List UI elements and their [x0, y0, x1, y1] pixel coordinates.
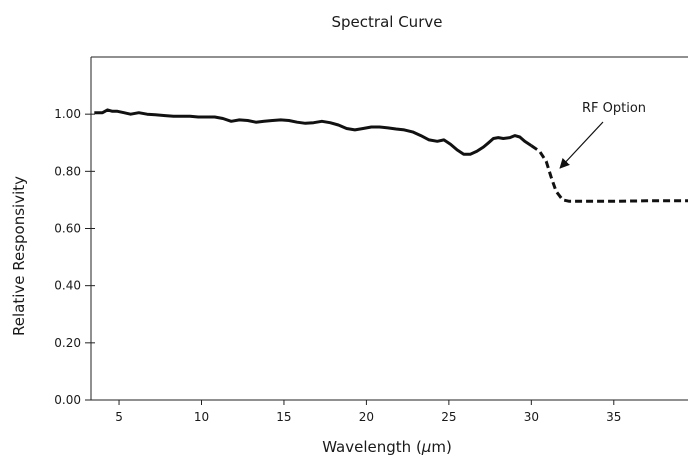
annotation-rf-option: RF Option: [582, 101, 646, 116]
x-tick-label: 5: [115, 410, 123, 424]
y-ticks: 0.00 0.20 0.40 0.60 0.80 1.00: [54, 107, 95, 407]
chart-title: Spectral Curve: [332, 13, 443, 31]
series-layer: [94, 108, 688, 203]
x-ticks: 5 10 15 20 25 30 35: [115, 400, 621, 424]
x-tick-label: 30: [524, 410, 539, 424]
series-line-rf-option: [530, 144, 688, 203]
y-tick-label: 1.00: [54, 107, 81, 121]
x-tick-label: 35: [606, 410, 621, 424]
y-tick-label: 0.20: [54, 336, 81, 350]
x-tick-label: 15: [276, 410, 291, 424]
y-tick-label: 0.00: [54, 393, 81, 407]
annotation-arrow: [559, 121, 604, 169]
y-tick-label: 0.80: [54, 164, 81, 178]
series-line-standard: [94, 108, 533, 156]
x-tick-label: 10: [194, 410, 209, 424]
y-axis-label: Relative Responsivity: [10, 176, 28, 336]
x-tick-label: 20: [359, 410, 374, 424]
x-tick-label: 25: [441, 410, 456, 424]
y-tick-label: 0.40: [54, 279, 81, 293]
y-tick-label: 0.60: [54, 222, 81, 236]
x-axis-label: Wavelength (μm): [322, 438, 452, 456]
